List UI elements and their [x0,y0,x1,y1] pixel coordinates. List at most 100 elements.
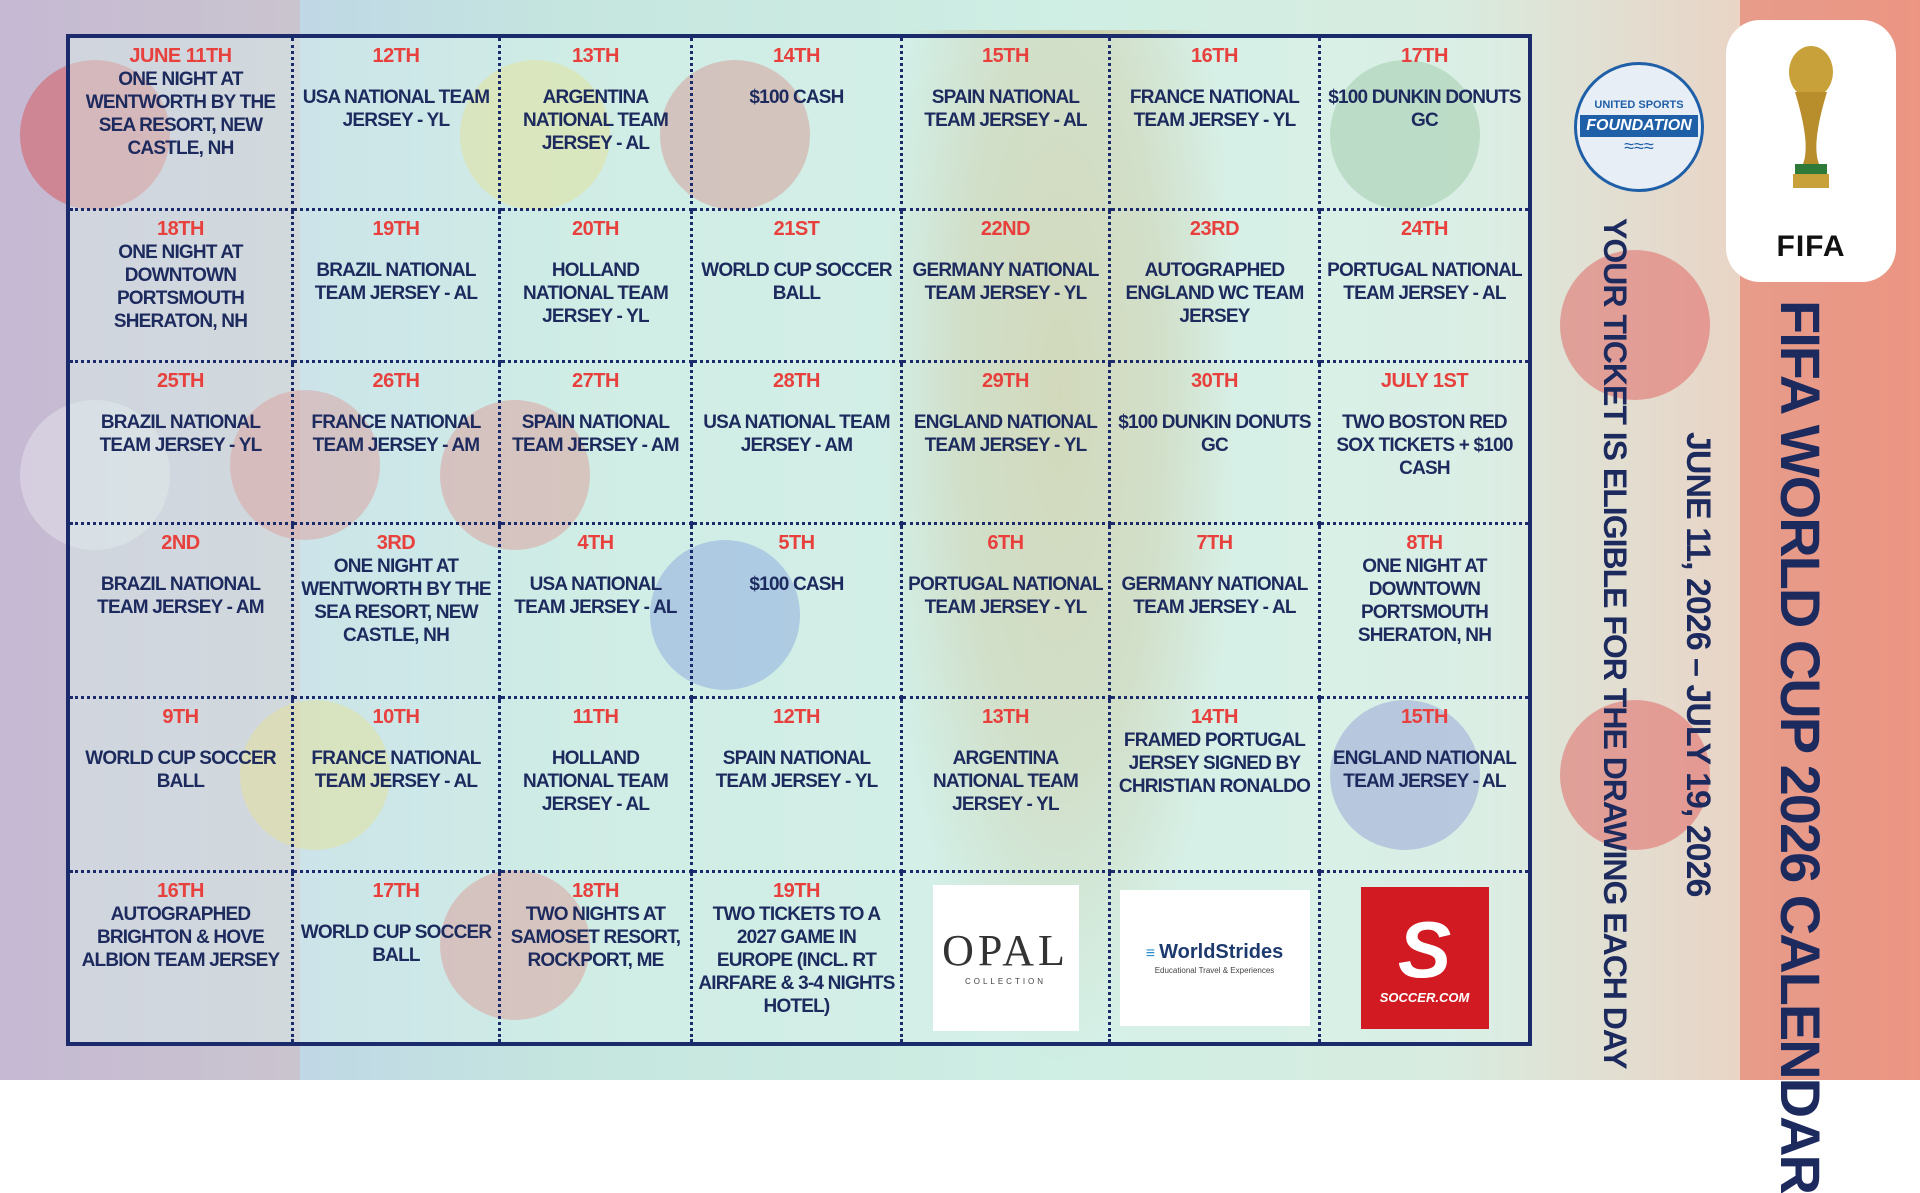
day-date: 23RD [1189,218,1240,240]
calendar-day-cell: 20TH HOLLAND NATIONAL TEAM JERSEY - YL [501,211,693,363]
calendar-day-cell: 13TH ARGENTINA NATIONAL TEAM JERSEY - AL [501,38,693,211]
calendar-day-cell: 21ST WORLD CUP SOCCER BALL [693,211,903,363]
worldstrides-mark-icon: ≡ [1145,944,1156,962]
day-date: 2ND [161,532,200,554]
calendar-day-cell: 7TH GERMANY NATIONAL TEAM JERSEY - AL [1111,525,1321,699]
day-date: 17TH [1401,45,1448,67]
united-sports-foundation-logo: UNITED SPORTS FOUNDATION ≈≈≈ [1574,62,1704,192]
trophy-icon [1789,46,1833,188]
day-prize: $100 CASH [749,87,844,108]
flag-ball [230,390,380,540]
flag-ball [240,700,390,850]
day-date: 4TH [577,532,614,554]
day-prize: ARGENTINA NATIONAL TEAM JERSEY - YL [932,748,1079,815]
day-prize: TWO BOSTON RED SOX TICKETS + $100 CASH [1336,412,1513,479]
day-date: 14TH [1191,706,1238,728]
calendar-day-cell: 19TH TWO TICKETS TO A 2027 GAME IN EUROPE… [693,873,903,1042]
day-prize: GERMANY NATIONAL TEAM JERSEY - AL [1121,574,1309,618]
day-date: 28TH [773,370,820,392]
day-date: 17TH [372,880,420,902]
calendar-day-cell: 24TH PORTUGAL NATIONAL TEAM JERSEY - AL [1321,211,1528,363]
day-prize: PORTUGAL NATIONAL TEAM JERSEY - AL [1327,260,1522,304]
day-date: 27TH [572,370,619,392]
calendar-day-cell: 29TH ENGLAND NATIONAL TEAM JERSEY - YL [903,363,1111,525]
flag-ball [1330,60,1480,210]
day-prize: $100 DUNKIN DONUTS GC [1328,87,1521,131]
eligibility-text: YOUR TICKET IS ELIGIBLE FOR THE DRAWING … [1597,218,1633,1069]
background-left-tint [0,0,300,1080]
opal-collection-logo: OPAL COLLECTION [932,884,1079,1031]
day-date: 20TH [572,218,619,240]
day-prize: SPAIN NATIONAL TEAM JERSEY - YL [715,748,879,792]
day-prize: ONE NIGHT AT WENTWORTH BY THE SEA RESORT… [85,69,276,159]
day-date: 5TH [778,532,815,554]
calendar-day-cell: 9TH WORLD CUP SOCCER BALL [70,699,294,873]
day-date: JULY 1ST [1380,370,1469,392]
calendar-day-cell: 12TH SPAIN NATIONAL TEAM JERSEY - YL [693,699,903,873]
flag-ball [660,60,810,210]
calendar-day-cell: 6TH PORTUGAL NATIONAL TEAM JERSEY - YL [903,525,1111,699]
day-date: 10TH [372,706,420,728]
calendar-day-cell: 16TH AUTOGRAPHED BRIGHTON & HOVE ALBION T… [70,873,294,1042]
calendar-day-cell: 30TH $100 DUNKIN DONUTS GC [1111,363,1321,525]
calendar-day-cell: 26TH FRANCE NATIONAL TEAM JERSEY - AM [294,363,501,525]
calendar-day-cell: 12TH USA NATIONAL TEAM JERSEY - YL [294,38,501,211]
day-date: JUNE 11TH [129,45,232,67]
calendar-day-cell: 23RD AUTOGRAPHED ENGLAND WC TEAM JERSEY [1111,211,1321,363]
day-date: 26TH [372,370,420,392]
day-date: 15TH [1401,706,1448,728]
day-prize: FRAMED PORTUGAL JERSEY SIGNED BY CHRISTI… [1118,730,1311,797]
day-date: 18TH [572,880,619,902]
day-date: 16TH [157,880,204,902]
day-prize: HOLLAND NATIONAL TEAM JERSEY - YL [522,260,669,327]
sponsor-cell-worldstrides: ≡ WorldStrides Educational Travel & Experi… [1111,873,1321,1042]
flag-ball [1560,700,1710,850]
worldstrides-logo: ≡ WorldStrides Educational Travel & Experi… [1119,889,1310,1026]
calendar-day-cell: 10TH FRANCE NATIONAL TEAM JERSEY - AL [294,699,501,873]
calendar-title: FIFA WORLD CUP 2026 CALENDAR [1769,300,1832,1193]
day-prize: $100 DUNKIN DONUTS GC [1118,412,1311,456]
day-prize: WORLD CUP SOCCER BALL [701,260,892,304]
calendar-day-cell: 5TH $100 CASH [693,525,903,699]
day-prize: WORLD CUP SOCCER BALL [85,748,276,792]
day-date: 21ST [773,218,820,240]
flag-ball [440,870,590,1020]
day-prize: BRAZIL NATIONAL TEAM JERSEY - YL [99,412,263,456]
day-prize: BRAZIL NATIONAL TEAM JERSEY - AM [97,574,264,618]
day-date: 16TH [1191,45,1238,67]
day-prize: ONE NIGHT AT DOWNTOWN PORTSMOUTH SHERATO… [113,242,248,332]
day-prize: WORLD CUP SOCCER BALL [300,922,492,966]
day-prize: FRANCE NATIONAL TEAM JERSEY - AL [311,748,481,792]
flag-ball [650,540,800,690]
calendar-day-cell: 16TH FRANCE NATIONAL TEAM JERSEY - YL [1111,38,1321,211]
day-prize: FRANCE NATIONAL TEAM JERSEY - YL [1129,87,1300,131]
day-date: 13TH [982,706,1029,728]
calendar-day-cell: 11TH HOLLAND NATIONAL TEAM JERSEY - AL [501,699,693,873]
day-prize: HOLLAND NATIONAL TEAM JERSEY - AL [522,748,669,815]
sponsor-cell-soccer: S SOCCER.COM [1321,873,1528,1042]
flag-ball [460,60,610,210]
calendar-day-cell: 25TH BRAZIL NATIONAL TEAM JERSEY - YL [70,363,294,525]
opal-logo-sub: COLLECTION [964,977,1047,986]
calendar-day-cell: 15TH ENGLAND NATIONAL TEAM JERSEY - AL [1321,699,1528,873]
day-prize: $100 CASH [749,574,844,595]
soccer-com-logo: S SOCCER.COM [1360,886,1489,1029]
day-prize: FRANCE NATIONAL TEAM JERSEY - AM [311,412,481,456]
day-prize: PORTUGAL NATIONAL TEAM JERSEY - YL [908,574,1103,618]
fifa-world-cup-logo: FIFA [1726,20,1896,282]
day-prize: USA NATIONAL TEAM JERSEY - AM [703,412,890,456]
calendar-day-cell: 3RD ONE NIGHT AT WENTWORTH BY THE SEA RES… [294,525,501,699]
day-prize: GERMANY NATIONAL TEAM JERSEY - YL [912,260,1100,304]
day-date: 29TH [982,370,1029,392]
day-date: 12TH [773,706,820,728]
day-date: 14TH [773,45,820,67]
opal-logo-name: OPAL [942,926,1069,975]
day-prize: SPAIN NATIONAL TEAM JERSEY - AL [924,87,1087,131]
day-date: 15TH [982,45,1029,67]
calendar-day-cell: 17TH WORLD CUP SOCCER BALL [294,873,501,1042]
day-date: 19TH [372,218,420,240]
usf-logo-top-text: UNITED SPORTS [1594,99,1684,111]
calendar-day-cell: 14TH $100 CASH [693,38,903,211]
soccer-logo-name: SOCCER.COM [1379,990,1470,1005]
calendar-day-cell: 14TH FRAMED PORTUGAL JERSEY SIGNED BY CHR… [1111,699,1321,873]
